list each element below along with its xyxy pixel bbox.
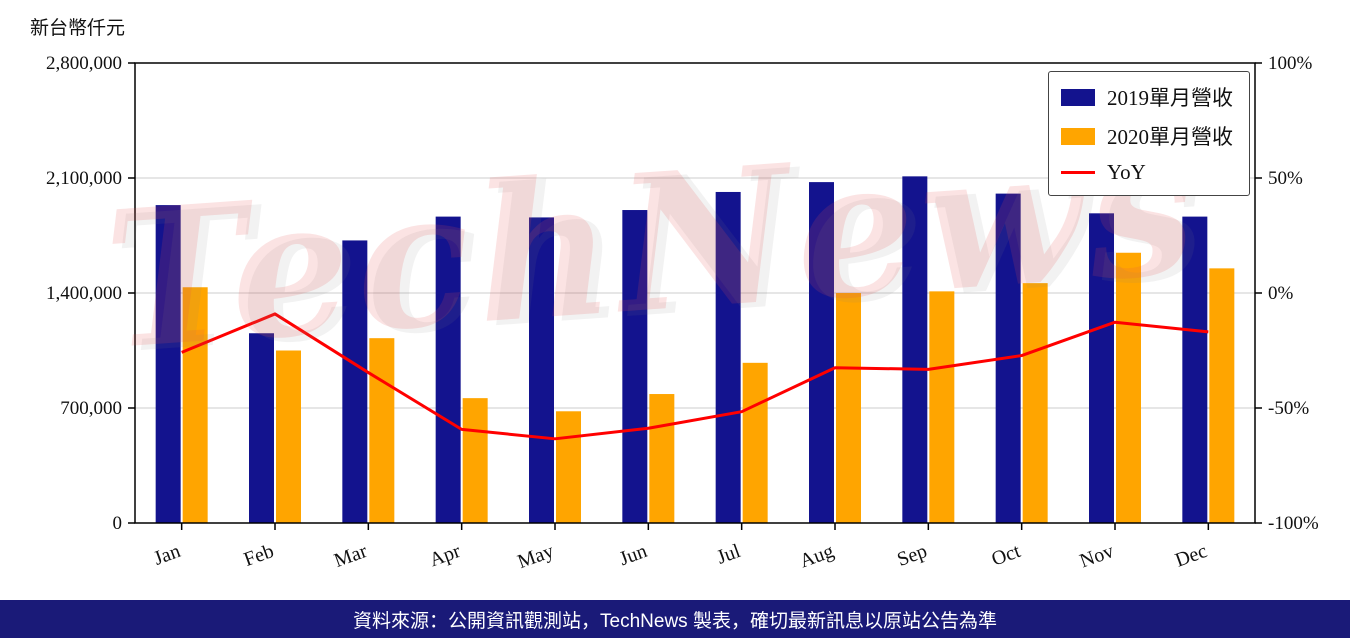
x-axis-tick-label: Mar	[331, 540, 370, 572]
bar-2019-May	[529, 217, 554, 523]
x-axis-tick-label: Jan	[151, 540, 184, 570]
legend-item-2019: 2019單月營收	[1061, 82, 1233, 112]
bar-2020-Dec	[1209, 268, 1235, 523]
bar-2020-Jan	[182, 287, 208, 523]
bar-2020-Oct	[1022, 283, 1048, 523]
x-axis-tick-label: Jul	[714, 540, 744, 569]
bar-2020-Mar	[369, 338, 395, 523]
y-axis-unit-label: 新台幣仟元	[30, 18, 126, 39]
bar-2020-Nov	[1116, 252, 1141, 523]
left-axis-tick-label: 2,800,000	[46, 53, 122, 74]
right-axis-tick-label: 100%	[1268, 53, 1313, 74]
x-axis-tick-label: May	[515, 540, 557, 573]
legend-label-yoy: YoY	[1107, 160, 1146, 184]
bar-2019-Aug	[809, 182, 834, 523]
x-axis-tick-label: Oct	[989, 540, 1024, 571]
bar-2020-May	[556, 411, 581, 523]
left-axis-tick-label: 1,400,000	[46, 283, 122, 304]
right-axis-tick-label: 0%	[1268, 283, 1294, 304]
bar-2019-Jul	[715, 191, 741, 523]
yoy-line	[181, 312, 1209, 441]
bar-2020-Feb	[276, 350, 301, 523]
bar-2020-Aug	[836, 293, 861, 523]
x-axis-tick-label: Nov	[1077, 540, 1117, 572]
x-axis-tick-label: Feb	[241, 540, 277, 571]
right-axis-tick-label: -100%	[1268, 513, 1319, 534]
left-axis-tick-label: 0	[113, 513, 123, 534]
legend-swatch-2019	[1061, 88, 1095, 106]
left-axis-tick-label: 2,100,000	[46, 168, 122, 189]
right-axis-tick-label: 50%	[1268, 168, 1303, 189]
source-footer: 資料來源：公開資訊觀測站，TechNews 製表，確切最新訊息以原站公告為準	[0, 600, 1350, 638]
legend-label-2019: 2019單月營收	[1107, 86, 1233, 110]
revenue-chart: 0 700,000 1,400,000 2,100,000 2,800,000 -100%…	[46, 53, 1319, 573]
bar-2019-Jan	[155, 205, 181, 523]
bar-2019-Nov	[1089, 213, 1114, 524]
legend-label-2020: 2020單月營收	[1107, 125, 1233, 149]
x-axis-tick-label: Jun	[616, 540, 650, 570]
bar-2020-Sep	[929, 291, 955, 523]
bar-2019-Dec	[1182, 216, 1208, 523]
legend: 2019單月營收 2020單月營收 YoY	[1048, 71, 1250, 196]
bar-2019-Apr	[435, 216, 461, 523]
bar-2020-Jun	[649, 394, 675, 523]
bar-2020-Jul	[742, 362, 768, 523]
legend-item-yoy: YoY	[1061, 160, 1233, 185]
bar-2019-Jun	[622, 210, 648, 524]
bar-2019-Mar	[342, 240, 368, 523]
x-axis-tick-label: Sep	[894, 540, 930, 571]
left-axis-tick-label: 700,000	[60, 398, 122, 419]
legend-swatch-yoy	[1061, 171, 1095, 174]
bar-2019-Feb	[249, 333, 274, 523]
bar-2019-Sep	[902, 176, 928, 523]
x-axis-tick-label: Apr	[427, 540, 464, 571]
legend-item-2020: 2020單月營收	[1061, 121, 1233, 151]
right-axis-tick-label: -50%	[1268, 398, 1309, 419]
x-axis-tick-label: Aug	[797, 540, 837, 572]
bar-2020-Apr	[462, 398, 488, 523]
legend-swatch-2020	[1061, 127, 1095, 145]
x-axis-tick-label: Dec	[1172, 540, 1210, 572]
